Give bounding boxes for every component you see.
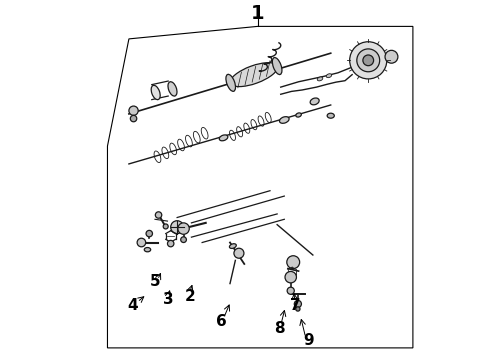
Text: 5: 5 bbox=[149, 274, 160, 289]
Ellipse shape bbox=[327, 113, 334, 118]
Ellipse shape bbox=[151, 85, 160, 100]
Circle shape bbox=[285, 271, 296, 283]
Ellipse shape bbox=[279, 117, 289, 123]
Circle shape bbox=[287, 287, 294, 294]
Text: 1: 1 bbox=[251, 4, 264, 23]
Ellipse shape bbox=[219, 135, 228, 141]
Circle shape bbox=[287, 256, 300, 269]
Circle shape bbox=[171, 221, 184, 234]
Text: 6: 6 bbox=[217, 314, 227, 329]
Ellipse shape bbox=[230, 63, 278, 87]
Circle shape bbox=[234, 248, 244, 258]
Circle shape bbox=[129, 106, 138, 115]
Text: 3: 3 bbox=[163, 292, 173, 307]
Circle shape bbox=[294, 300, 301, 307]
Circle shape bbox=[357, 49, 380, 72]
Circle shape bbox=[168, 240, 174, 247]
Ellipse shape bbox=[226, 74, 236, 91]
Circle shape bbox=[363, 55, 373, 66]
Circle shape bbox=[181, 237, 186, 243]
Ellipse shape bbox=[296, 113, 301, 117]
Ellipse shape bbox=[272, 58, 282, 75]
Ellipse shape bbox=[168, 82, 177, 96]
Text: 4: 4 bbox=[127, 297, 138, 312]
Text: 8: 8 bbox=[274, 321, 285, 336]
Text: 2: 2 bbox=[184, 289, 195, 303]
Circle shape bbox=[296, 307, 300, 311]
Circle shape bbox=[163, 224, 168, 229]
Circle shape bbox=[350, 42, 387, 79]
Ellipse shape bbox=[144, 248, 151, 252]
Text: 7: 7 bbox=[290, 298, 300, 313]
Text: 9: 9 bbox=[303, 333, 314, 348]
Ellipse shape bbox=[229, 244, 236, 248]
Circle shape bbox=[385, 50, 398, 63]
Circle shape bbox=[178, 223, 189, 234]
Circle shape bbox=[155, 212, 162, 218]
Circle shape bbox=[146, 230, 152, 237]
Circle shape bbox=[137, 238, 146, 247]
Ellipse shape bbox=[326, 74, 332, 78]
Ellipse shape bbox=[310, 98, 319, 105]
Ellipse shape bbox=[317, 77, 323, 81]
Circle shape bbox=[130, 115, 137, 122]
